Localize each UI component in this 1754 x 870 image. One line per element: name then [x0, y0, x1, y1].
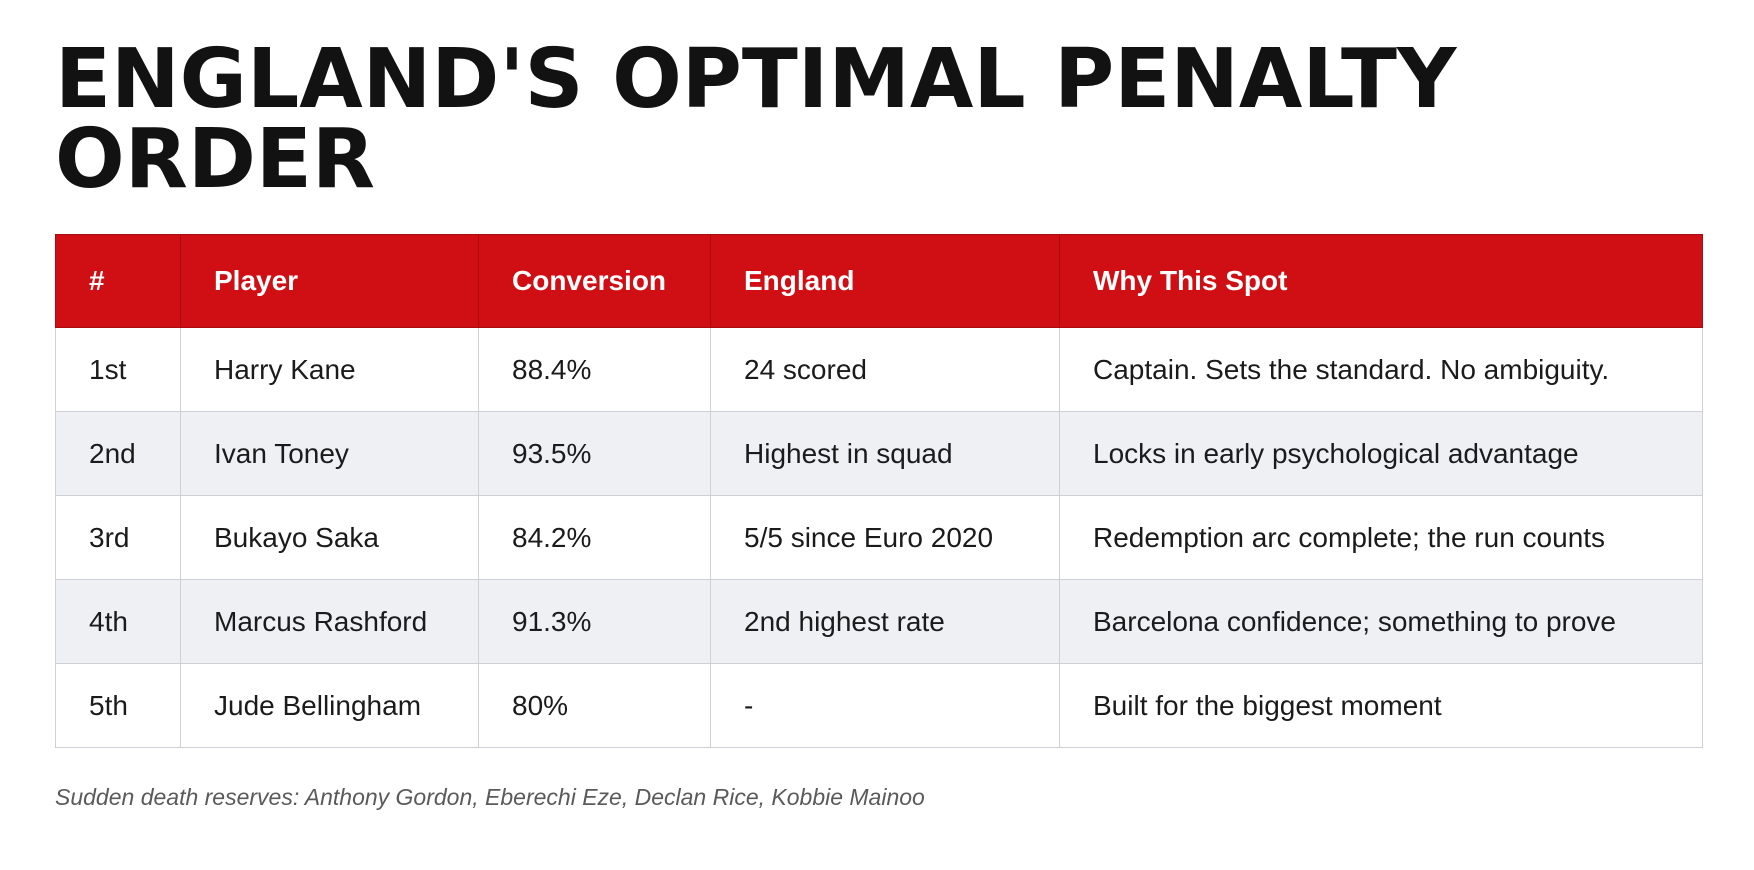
table-row: 5th Jude Bellingham 80% - Built for the … — [55, 663, 1703, 748]
sudden-death-reserves-note: Sudden death reserves: Anthony Gordon, E… — [55, 784, 925, 810]
cell-order: 5th — [55, 663, 181, 748]
cell-conversion: 93.5% — [478, 411, 711, 496]
penalty-order-page: ENGLAND'S OPTIMAL PENALTY ORDER # Player… — [55, 32, 1705, 811]
cell-why: Built for the biggest moment — [1059, 663, 1703, 748]
header-why-this-spot: Why This Spot — [1059, 234, 1703, 328]
table-row: 3rd Bukayo Saka 84.2% 5/5 since Euro 202… — [55, 495, 1703, 580]
cell-conversion: 84.2% — [478, 495, 711, 580]
cell-order: 1st — [55, 327, 181, 412]
cell-england: 5/5 since Euro 2020 — [710, 495, 1060, 580]
cell-why: Barcelona confidence; something to prove — [1059, 579, 1703, 664]
cell-order: 2nd — [55, 411, 181, 496]
table-header-row: # Player Conversion England Why This Spo… — [55, 234, 1703, 328]
cell-england: 2nd highest rate — [710, 579, 1060, 664]
table-row: 4th Marcus Rashford 91.3% 2nd highest ra… — [55, 579, 1703, 664]
cell-why: Locks in early psychological advantage — [1059, 411, 1703, 496]
cell-conversion: 91.3% — [478, 579, 711, 664]
page-title: ENGLAND'S OPTIMAL PENALTY ORDER — [55, 32, 1457, 207]
header-order-number: # — [55, 234, 181, 328]
table-row: 2nd Ivan Toney 93.5% Highest in squad Lo… — [55, 411, 1703, 496]
cell-england: Highest in squad — [710, 411, 1060, 496]
penalty-order-table: # Player Conversion England Why This Spo… — [55, 234, 1703, 748]
header-player: Player — [180, 234, 479, 328]
cell-player: Ivan Toney — [180, 411, 479, 496]
cell-player: Harry Kane — [180, 327, 479, 412]
cell-player: Bukayo Saka — [180, 495, 479, 580]
cell-england: - — [710, 663, 1060, 748]
cell-why: Captain. Sets the standard. No ambiguity… — [1059, 327, 1703, 412]
cell-order: 3rd — [55, 495, 181, 580]
cell-order: 4th — [55, 579, 181, 664]
table-row: 1st Harry Kane 88.4% 24 scored Captain. … — [55, 327, 1703, 412]
header-conversion: Conversion — [478, 234, 711, 328]
cell-why: Redemption arc complete; the run counts — [1059, 495, 1703, 580]
cell-conversion: 88.4% — [478, 327, 711, 412]
cell-england: 24 scored — [710, 327, 1060, 412]
cell-player: Jude Bellingham — [180, 663, 479, 748]
cell-player: Marcus Rashford — [180, 579, 479, 664]
header-england: England — [710, 234, 1060, 328]
cell-conversion: 80% — [478, 663, 711, 748]
